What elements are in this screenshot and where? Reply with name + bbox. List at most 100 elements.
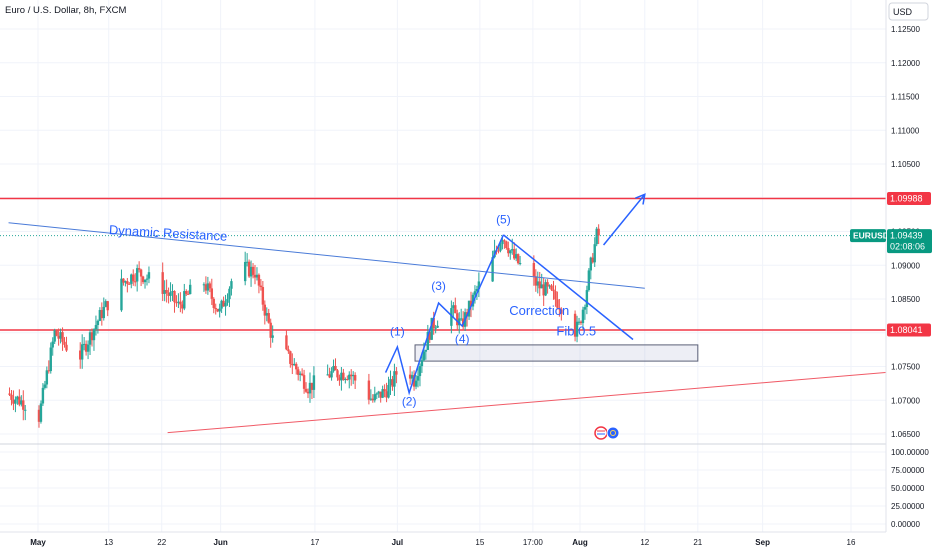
candle-body <box>330 371 333 378</box>
candle-body <box>473 291 477 295</box>
candle-body <box>310 382 314 390</box>
candle-body <box>391 379 394 387</box>
candle-body <box>534 276 538 286</box>
forecast-arrow[interactable] <box>602 193 646 246</box>
candle-body <box>88 332 92 345</box>
candle-body <box>106 301 109 311</box>
candle-body <box>420 360 424 367</box>
candle-body <box>581 309 585 324</box>
candle-body <box>430 317 433 340</box>
candle-body <box>177 301 180 303</box>
candle-body <box>255 274 259 278</box>
time-tick-label: Aug <box>572 538 588 547</box>
correction-trendline[interactable] <box>502 234 634 341</box>
candle-body <box>573 313 577 337</box>
candle-body <box>509 250 512 254</box>
candle-body <box>514 254 518 259</box>
candle-body <box>546 282 549 287</box>
us-flag-event-icon[interactable] <box>594 426 608 440</box>
candle-body <box>137 268 141 270</box>
elliott-wave-path[interactable] <box>384 234 505 396</box>
candle-body <box>393 371 396 387</box>
candle-body <box>208 283 212 289</box>
support-trendline[interactable] <box>167 371 893 434</box>
price-axis[interactable] <box>886 0 932 532</box>
candle-body <box>373 394 376 401</box>
candle-body <box>14 399 17 404</box>
price-tick-label: 1.07500 <box>891 363 920 372</box>
candle-body <box>456 313 459 326</box>
eu-flag-event-icon[interactable] <box>606 426 620 440</box>
level-tag-support-text: 1.08041 <box>890 325 923 335</box>
candle-body <box>167 292 170 296</box>
candle-body <box>147 272 151 279</box>
candle-body <box>475 289 479 292</box>
candle-body <box>491 257 494 282</box>
economic-events-icons[interactable] <box>594 426 620 440</box>
candle-body <box>412 375 416 387</box>
candle-body <box>591 257 594 263</box>
indicator-tick-label: 50.00000 <box>891 484 925 493</box>
demand-zone[interactable] <box>414 344 699 362</box>
ticker-tag-bg <box>850 229 886 243</box>
candle-body <box>540 284 543 289</box>
candle-body <box>577 321 581 323</box>
candle-body <box>175 302 178 304</box>
candle-body <box>538 281 541 289</box>
candle-body <box>84 343 88 352</box>
candle-body <box>536 281 539 286</box>
time-tick-label: 15 <box>475 538 484 547</box>
candle-body <box>257 274 261 286</box>
candle-body <box>513 249 516 259</box>
candle-body <box>293 363 296 366</box>
candle-body <box>467 300 471 317</box>
candle-body <box>132 274 135 282</box>
candle-body <box>408 374 412 379</box>
candle-body <box>332 365 335 372</box>
wave-label-1: (1) <box>390 324 405 338</box>
candle-body <box>389 379 392 385</box>
candle-body <box>271 335 274 338</box>
indicator-tick-label: 100.00000 <box>891 448 929 457</box>
currency-button[interactable] <box>888 2 929 21</box>
candle-body <box>544 282 547 296</box>
level-tag-resistance-text: 1.09988 <box>890 194 923 204</box>
candle-body <box>414 380 418 387</box>
dynamic-resistance-trendline[interactable] <box>8 222 645 289</box>
time-axis[interactable]: May 13 22 Jun 17 Jul 15 17:00 Aug 12 21 Sep 16 <box>30 538 856 547</box>
candle-body <box>130 274 133 284</box>
candle-body <box>395 371 398 375</box>
candle-body <box>165 290 168 293</box>
candle-body <box>18 396 21 405</box>
candle-body <box>265 313 268 316</box>
time-tick-label: 16 <box>847 538 856 547</box>
candle-body <box>308 382 312 394</box>
candle-body <box>102 306 105 319</box>
current-price-text: 1.09439 <box>890 231 923 241</box>
candle-body <box>351 374 355 377</box>
time-tick-label: 22 <box>157 538 166 547</box>
level-tag-support-bg <box>887 323 931 337</box>
candle-body <box>348 374 351 380</box>
candle-body <box>202 284 206 286</box>
candle-body <box>501 240 504 245</box>
candle-body <box>24 409 27 411</box>
time-tick-label: Sep <box>755 538 770 547</box>
candle-body <box>436 325 439 328</box>
candle-body <box>285 335 288 350</box>
candle-body <box>43 384 47 388</box>
candle-body <box>10 394 13 400</box>
candle-body <box>128 283 131 285</box>
candle-body <box>434 327 437 329</box>
candle-body <box>80 344 84 360</box>
candle-body <box>8 393 11 395</box>
candle-body <box>41 387 45 404</box>
candle-body <box>560 309 563 314</box>
time-tick-label: Jun <box>214 538 228 547</box>
candle-body <box>432 317 435 329</box>
candle-body <box>79 350 82 360</box>
candle-body <box>350 374 353 377</box>
candle-body <box>134 281 137 283</box>
candle-body <box>37 409 41 422</box>
candle-body <box>22 400 25 410</box>
